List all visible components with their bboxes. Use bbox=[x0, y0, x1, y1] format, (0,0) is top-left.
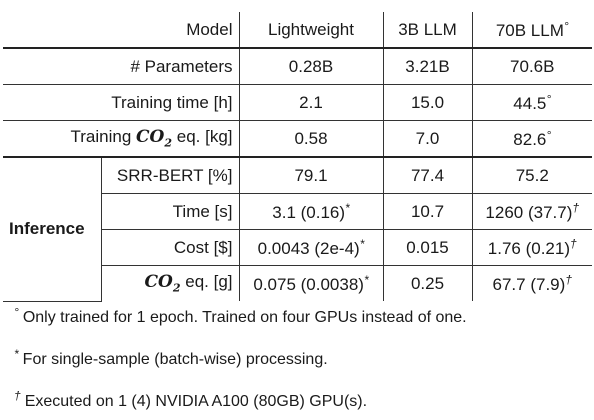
footnote-mark: † bbox=[572, 200, 580, 215]
table-figure: Model Lightweight 3B LLM 70B LLM° # Para… bbox=[3, 12, 592, 410]
footnote-mark: † bbox=[565, 272, 572, 287]
table-row: # Parameters 0.28B 3.21B 70.6B bbox=[3, 47, 592, 85]
cell: 7.0 bbox=[382, 120, 473, 158]
footnote-mark: ° bbox=[546, 127, 552, 142]
cell: 3.1 (0.16)* bbox=[238, 193, 384, 230]
table-row: Time [s] 3.1 (0.16)* 10.7 1260 (37.7)† bbox=[3, 193, 592, 230]
cell: 15.0 bbox=[382, 84, 473, 121]
comparison-table: Model Lightweight 3B LLM 70B LLM° # Para… bbox=[3, 12, 592, 302]
cell: 1260 (37.7)† bbox=[471, 193, 592, 230]
footnote: ° Only trained for 1 epoch. Trained on fo… bbox=[14, 305, 467, 326]
header-70b-llm: 70B LLM° bbox=[471, 12, 592, 49]
cell: 10.7 bbox=[382, 193, 473, 230]
footnote-mark: † bbox=[570, 236, 577, 251]
footnote-symbol: * bbox=[14, 347, 19, 361]
table-row: Inference SRR-BERT [%] 79.1 77.4 75.2 bbox=[3, 156, 592, 302]
row-label: SRR-BERT [%] bbox=[100, 156, 240, 194]
cell: 79.1 bbox=[238, 156, 384, 194]
footnote-mark: * bbox=[359, 236, 365, 251]
cell: 0.0043 (2e-4)* bbox=[238, 229, 384, 266]
row-label: Training CO2 eq. [kg] bbox=[3, 120, 240, 158]
row-label: Time [s] bbox=[100, 193, 240, 230]
row-label: Cost [$] bbox=[100, 229, 240, 266]
header-row: Model Lightweight 3B LLM 70B LLM° bbox=[3, 12, 592, 49]
footnotes: ° Only trained for 1 epoch. Trained on fo… bbox=[14, 294, 467, 420]
cell: 0.25 bbox=[382, 265, 473, 301]
cell: 0.28B bbox=[238, 47, 384, 85]
cell: 82.6° bbox=[471, 120, 592, 158]
cell: 77.4 bbox=[382, 156, 473, 194]
header-model: Model bbox=[3, 12, 240, 49]
table-row: Training CO2 eq. [kg] 0.58 7.0 82.6° bbox=[3, 120, 592, 158]
row-label: CO2 eq. [g] bbox=[100, 265, 240, 301]
footnote-symbol: ° bbox=[14, 305, 19, 319]
cell: 3.21B bbox=[382, 47, 473, 85]
footnote-mark: ° bbox=[563, 18, 569, 33]
header-lightweight: Lightweight bbox=[238, 12, 384, 49]
cell: 70.6B bbox=[471, 47, 592, 85]
footnote: * For single-sample (batch-wise) processi… bbox=[14, 347, 328, 368]
footnote-mark: * bbox=[363, 272, 369, 287]
cell: 75.2 bbox=[471, 156, 592, 194]
footnote: † Executed on 1 (4) NVIDIA A100 (80GB) GP… bbox=[14, 389, 368, 410]
row-label: Training time [h] bbox=[3, 84, 240, 121]
footnote-mark: ° bbox=[546, 91, 552, 106]
header-3b-llm: 3B LLM bbox=[382, 12, 473, 49]
inference-group-label: Inference bbox=[3, 156, 102, 302]
table-row: Cost [$] 0.0043 (2e-4)* 0.015 1.76 (0.21… bbox=[3, 229, 592, 266]
row-label: # Parameters bbox=[3, 47, 240, 85]
cell: 67.7 (7.9)† bbox=[471, 265, 592, 301]
cell: 0.015 bbox=[382, 229, 473, 266]
footnote-symbol: † bbox=[14, 389, 21, 403]
cell: 1.76 (0.21)† bbox=[471, 229, 592, 266]
footnote-mark: * bbox=[345, 200, 350, 215]
cell: 0.58 bbox=[238, 120, 384, 158]
cell: 44.5° bbox=[471, 84, 592, 121]
cell: 0.075 (0.0038)* bbox=[238, 265, 384, 301]
cell: 2.1 bbox=[238, 84, 384, 121]
table-row: Training time [h] 2.1 15.0 44.5° bbox=[3, 84, 592, 121]
table-row: CO2 eq. [g] 0.075 (0.0038)* 0.25 67.7 (7… bbox=[3, 265, 592, 301]
